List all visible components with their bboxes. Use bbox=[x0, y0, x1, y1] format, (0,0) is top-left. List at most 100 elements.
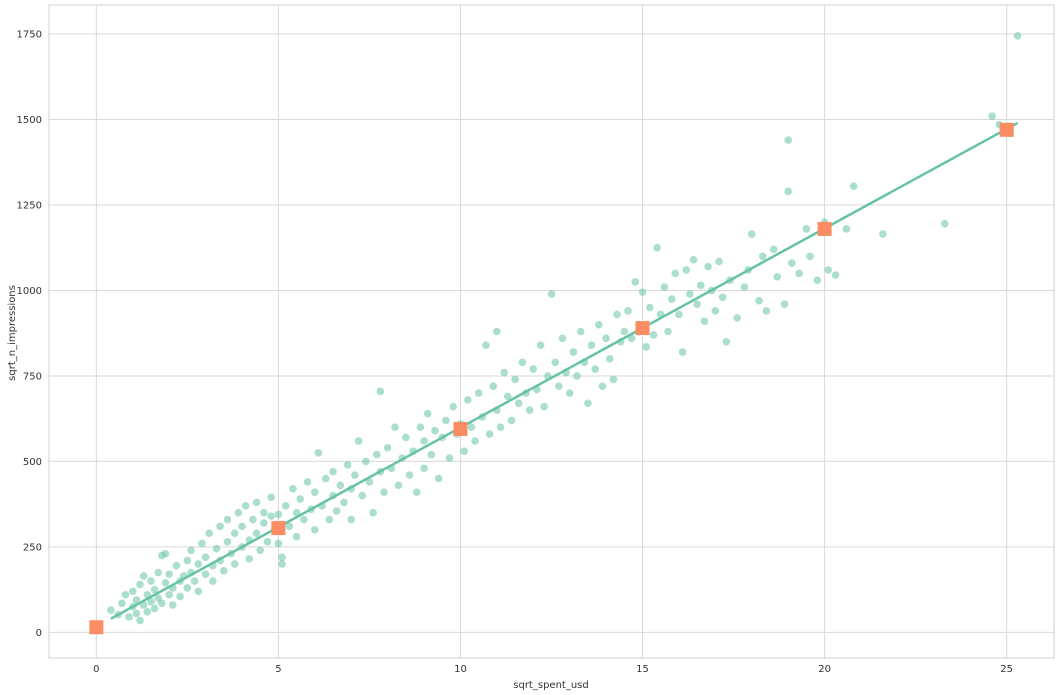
scatter-point bbox=[485, 430, 494, 438]
square-marker bbox=[89, 620, 104, 635]
scatter-point bbox=[518, 358, 527, 367]
scatter-point bbox=[281, 502, 290, 510]
scatter-point bbox=[595, 320, 603, 329]
scatter-point bbox=[784, 136, 792, 144]
scatter-point bbox=[620, 327, 629, 336]
scatter-point bbox=[788, 259, 796, 267]
scatter-point bbox=[675, 310, 683, 319]
scatter-point bbox=[314, 449, 323, 457]
scatter-point bbox=[696, 281, 705, 290]
bin-markers bbox=[89, 122, 1014, 635]
scatter-point bbox=[139, 572, 148, 580]
scatter-point bbox=[602, 334, 610, 343]
square-marker bbox=[817, 221, 832, 236]
scatter-point bbox=[693, 300, 701, 308]
x-tick-label: 20 bbox=[818, 664, 831, 675]
scatter-point bbox=[427, 450, 436, 459]
x-tick-label: 10 bbox=[454, 664, 467, 675]
scatter-point bbox=[624, 307, 632, 315]
regression-line bbox=[110, 121, 1019, 620]
scatter-point bbox=[795, 269, 803, 278]
scatter-point bbox=[664, 327, 672, 336]
scatter-point bbox=[642, 343, 650, 351]
scatter-point bbox=[420, 437, 428, 445]
y-tick-labels: 0 250 500 750 1000 1250 1500 1750 bbox=[17, 30, 42, 639]
scatter-point bbox=[525, 406, 534, 414]
scatter-point bbox=[343, 461, 352, 469]
scatter-point bbox=[161, 578, 170, 587]
scatter-point bbox=[365, 478, 374, 486]
scatter-point bbox=[198, 539, 206, 548]
scatter-point bbox=[154, 568, 163, 577]
scatter-point bbox=[653, 243, 661, 252]
scatter-point bbox=[169, 601, 177, 609]
scatter-point bbox=[576, 327, 585, 336]
scatter-point bbox=[547, 290, 556, 298]
scatter-point bbox=[340, 498, 348, 507]
scatter-point bbox=[245, 555, 254, 563]
scatter-point bbox=[802, 225, 811, 233]
scatter-point bbox=[605, 355, 614, 363]
scatter-point bbox=[147, 597, 155, 606]
scatter-point bbox=[449, 402, 457, 411]
scatter-point bbox=[311, 525, 319, 534]
scatter-point bbox=[587, 341, 596, 349]
scatter-point bbox=[209, 577, 217, 585]
y-axis-label: sqrt_n_impressions bbox=[7, 285, 18, 381]
scatter-point bbox=[460, 447, 468, 455]
scatter-point bbox=[394, 481, 403, 490]
scatter-point bbox=[230, 560, 239, 568]
scatter-point bbox=[879, 230, 887, 238]
scatter-point bbox=[274, 510, 283, 519]
scatter-point bbox=[143, 608, 152, 616]
scatter-point bbox=[416, 423, 425, 432]
scatter-point bbox=[256, 546, 264, 555]
scatter-point bbox=[354, 437, 363, 445]
scatter-point bbox=[347, 515, 356, 524]
y-tick-label: 1250 bbox=[17, 201, 42, 212]
scatter-points bbox=[107, 31, 1022, 625]
scatter-point bbox=[463, 396, 472, 404]
y-tick-label: 750 bbox=[23, 371, 42, 382]
scatter-point bbox=[565, 389, 574, 397]
scatter-point bbox=[187, 546, 195, 555]
scatter-point bbox=[292, 532, 301, 541]
scatter-point bbox=[686, 290, 694, 298]
scatter-point bbox=[598, 382, 607, 391]
scatter-point bbox=[260, 508, 268, 517]
scatter-point bbox=[260, 519, 268, 527]
scatter-point bbox=[671, 269, 680, 278]
scatter-point bbox=[132, 609, 141, 618]
scatter-point bbox=[773, 272, 782, 281]
scatter-point bbox=[238, 522, 246, 531]
scatter-point bbox=[471, 437, 479, 445]
scatter-point bbox=[423, 409, 432, 418]
scatter-point bbox=[329, 467, 337, 476]
scatter-point bbox=[442, 416, 450, 425]
scatter-point bbox=[372, 450, 381, 459]
scatter-point bbox=[493, 327, 501, 336]
scatter-point bbox=[278, 560, 286, 568]
scatter-point bbox=[507, 416, 516, 425]
square-marker bbox=[271, 521, 286, 536]
scatter-point bbox=[988, 112, 996, 120]
regression-line-path bbox=[110, 121, 1019, 620]
scatter-point bbox=[278, 553, 286, 561]
scatter-point bbox=[300, 515, 308, 524]
scatter-point bbox=[172, 561, 181, 570]
scatter-point bbox=[412, 488, 421, 496]
scatter-point bbox=[780, 300, 789, 308]
scatter-point bbox=[234, 508, 243, 517]
scatter-point bbox=[289, 484, 297, 493]
scatter-point bbox=[296, 495, 305, 503]
scatter-point bbox=[391, 423, 399, 432]
scatter-point bbox=[216, 522, 224, 531]
x-tick-labels: 0 5 10 15 20 25 bbox=[93, 664, 1013, 675]
scatter-point bbox=[107, 606, 115, 614]
y-tick-label: 500 bbox=[23, 457, 42, 468]
scatter-point bbox=[150, 585, 159, 594]
scatter-point bbox=[325, 515, 334, 524]
square-marker bbox=[453, 421, 468, 436]
scatter-point bbox=[842, 225, 851, 233]
